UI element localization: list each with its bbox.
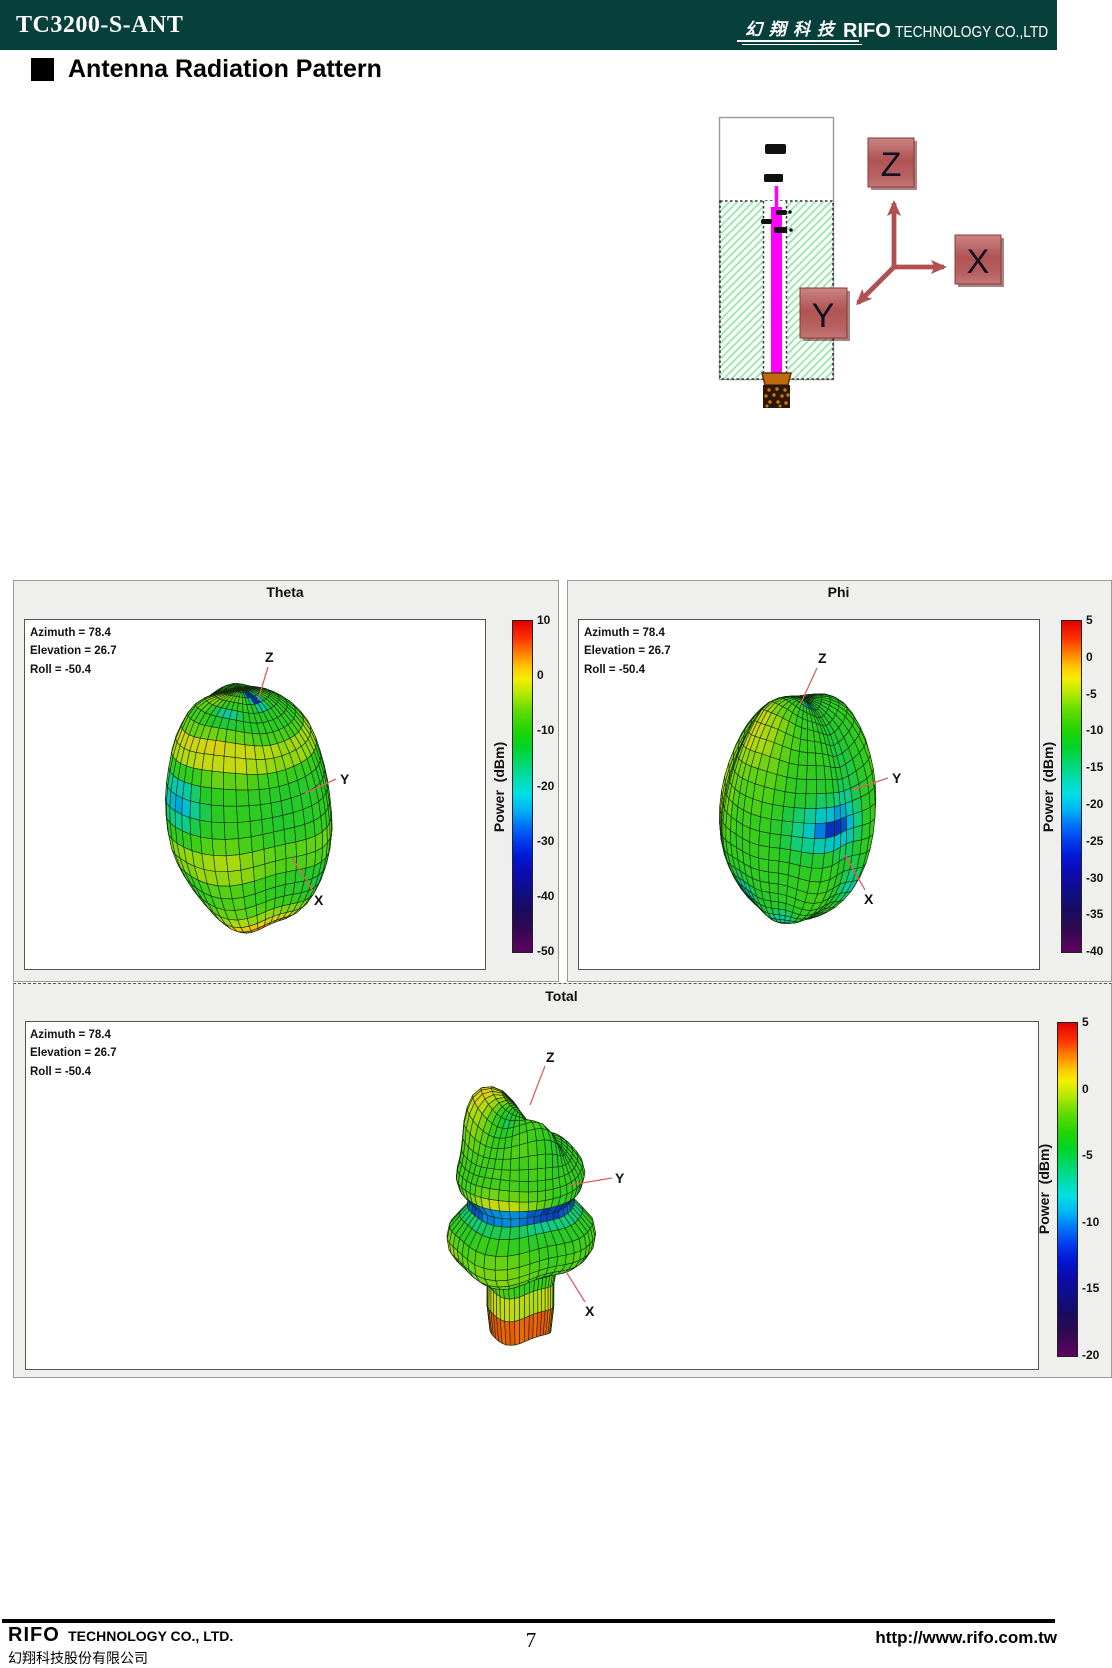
svg-text:Z: Z [265, 649, 274, 665]
svg-text:Z: Z [546, 1049, 555, 1065]
svg-text:Y: Y [812, 297, 835, 335]
svg-text:X: X [314, 892, 324, 908]
svg-text:X: X [585, 1303, 595, 1319]
svg-text:Z: Z [818, 650, 827, 666]
svg-text:Y: Y [615, 1170, 625, 1186]
svg-text:Y: Y [892, 770, 902, 786]
svg-text:X: X [864, 891, 874, 907]
svg-text:Y: Y [340, 771, 350, 787]
svg-text:X: X [967, 243, 990, 281]
svg-text:Z: Z [881, 146, 902, 184]
